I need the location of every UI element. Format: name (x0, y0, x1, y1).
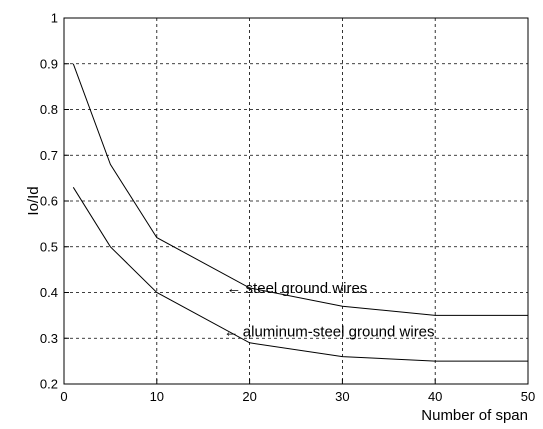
x-tick-label: 20 (242, 389, 256, 404)
axis-ticks: 0 10 20 30 40 50 0.2 0.3 0.4 0.5 0.6 0.7 0.8 0.9 1 (40, 11, 535, 405)
series-line-1 (72, 63, 528, 316)
y-tick-label: 0.7 (40, 148, 58, 163)
annotation-1: ← steel ground wires (226, 280, 367, 297)
x-tick-label: 30 (335, 389, 349, 404)
x-tick-label: 40 (428, 389, 442, 404)
y-tick-label: 1 (51, 11, 58, 26)
series-line-2 (72, 187, 528, 362)
x-tick-label: 0 (60, 389, 67, 404)
y-tick-label: 0.8 (40, 102, 58, 117)
y-tick-label: 0.2 (40, 377, 58, 392)
x-tick-label: 10 (150, 389, 164, 404)
y-axis-label: Io/Id (25, 186, 42, 215)
x-tick-label: 50 (521, 389, 535, 404)
annotation-2: ← aluminum-steel ground wires (224, 323, 435, 340)
x-axis-label: Number of span (421, 407, 528, 424)
y-tick-label: 0.5 (40, 239, 58, 254)
grid-lines (64, 18, 528, 384)
y-tick-label: 0.9 (40, 56, 58, 71)
y-tick-label: 0.3 (40, 331, 58, 346)
annotations: ← steel ground wires ← aluminum-steel gro… (224, 280, 435, 340)
y-tick-label: 0.6 (40, 194, 58, 209)
series-lines (72, 63, 528, 362)
y-tick-label: 0.4 (40, 285, 58, 300)
